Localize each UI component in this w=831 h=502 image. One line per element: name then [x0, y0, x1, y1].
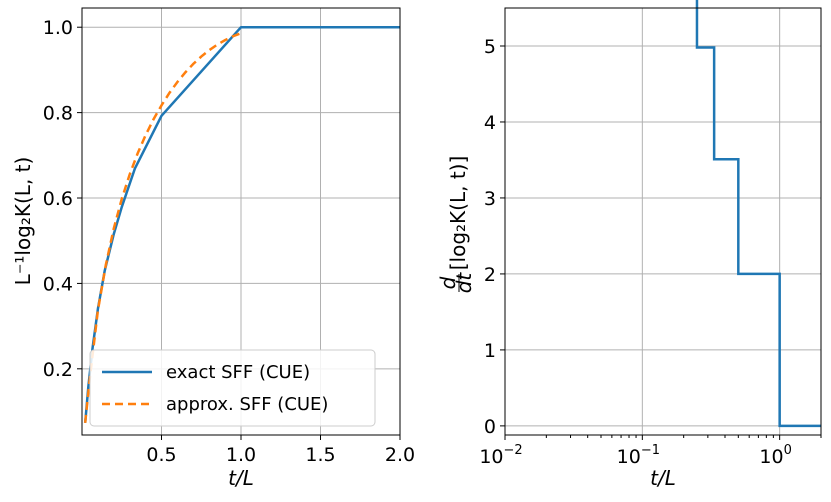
left-x-tick-label: 0.5	[146, 444, 176, 466]
right-grid	[504, 8, 821, 435]
right-x-tick-label: 10−2	[479, 443, 522, 468]
right-x-tick-label: 10−1	[617, 443, 660, 468]
approx-sff-line	[83, 32, 242, 423]
right-plot-frame	[504, 7, 822, 436]
left-ticks: 0.5 1.0 1.5 2.0 0.2 0.4 0.6 0.8 1.0	[43, 17, 415, 466]
legend-approx-label: approx. SFF (CUE)	[166, 394, 328, 415]
left-y-tick-label: 0.6	[43, 188, 73, 210]
right-ticks: 10−2 10−1 100 0 1 2 3 4 5	[479, 36, 822, 468]
right-y-axis-label: d dt [log₂K(L, t)]	[436, 156, 476, 294]
left-y-tick-label: 1.0	[43, 17, 73, 39]
left-x-tick-label: 1.5	[305, 444, 335, 466]
right-y-tick-label: 2	[484, 264, 496, 286]
legend: exact SFF (CUE) approx. SFF (CUE)	[89, 349, 376, 427]
right-y-label-frac-num: d	[436, 276, 460, 289]
left-y-axis-label: L⁻¹log₂K(L, t)	[11, 157, 35, 286]
right-y-tick-label: 0	[484, 416, 496, 438]
left-x-tick-label: 1.0	[226, 444, 256, 466]
right-y-label-frac-den: dt	[452, 272, 476, 294]
left-x-axis-label: t/L	[228, 466, 254, 490]
derivative-step-line	[695, 0, 821, 428]
right-y-tick-label: 4	[484, 112, 496, 134]
left-y-tick-label: 0.2	[43, 359, 73, 381]
right-y-label-main: [log₂K(L, t)]	[446, 156, 470, 271]
right-panel: 10−2 10−1 100 0 1 2 3 4 5 t/L d dt [log₂K(L, t)]	[436, 0, 822, 490]
right-x-tick-label: 100	[759, 443, 791, 468]
right-y-tick-label: 1	[484, 340, 496, 362]
left-y-tick-label: 0.4	[43, 273, 73, 295]
right-series	[695, 0, 821, 428]
left-panel: 0.5 1.0 1.5 2.0 0.2 0.4 0.6 0.8 1.0 t/L L⁻¹log₂K…	[11, 7, 415, 490]
left-x-tick-label: 2.0	[385, 444, 415, 466]
right-y-tick-label: 5	[484, 36, 496, 58]
right-y-tick-label: 3	[484, 188, 496, 210]
legend-box	[89, 349, 376, 427]
legend-exact-label: exact SFF (CUE)	[166, 362, 310, 383]
right-x-axis-label: t/L	[650, 466, 676, 490]
left-y-tick-label: 0.8	[43, 103, 73, 125]
